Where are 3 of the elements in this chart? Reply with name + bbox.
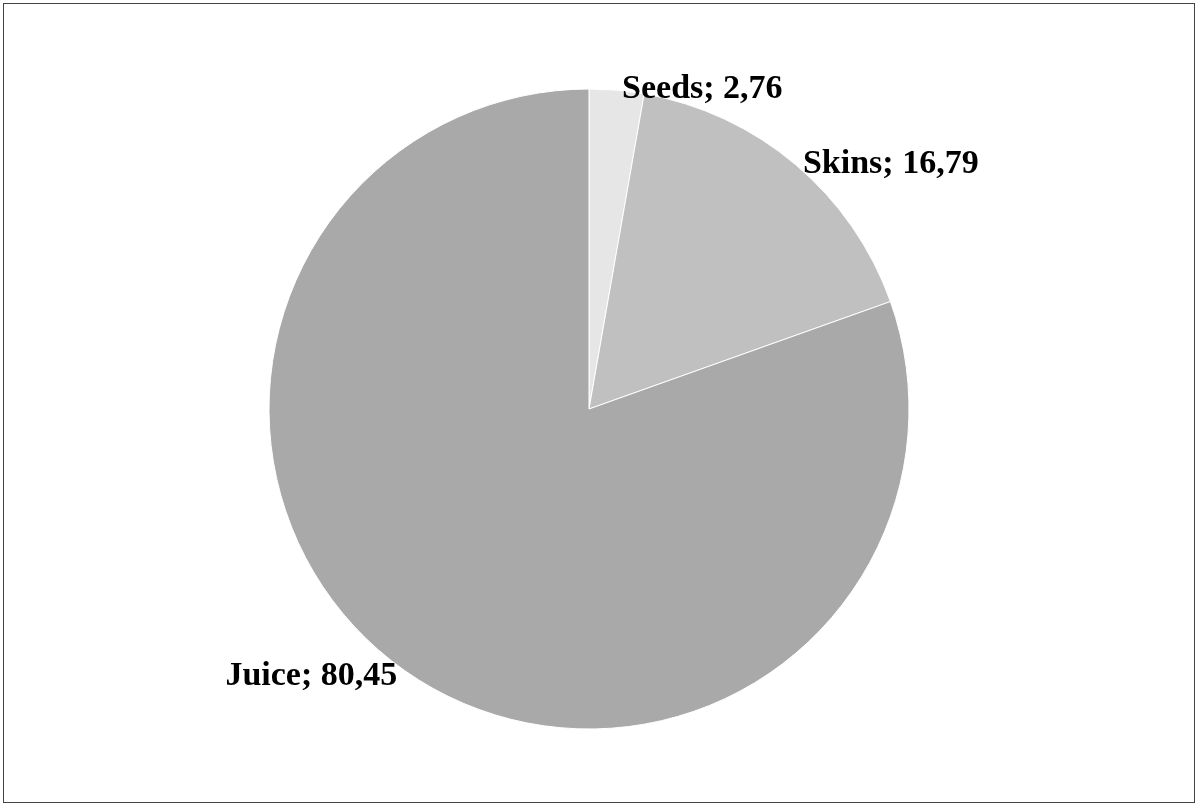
slice-label: Skins; 16,79: [802, 142, 979, 180]
slice-label: Juice; 80,45: [225, 655, 398, 693]
slice-label: Seeds; 2,76: [622, 67, 783, 105]
